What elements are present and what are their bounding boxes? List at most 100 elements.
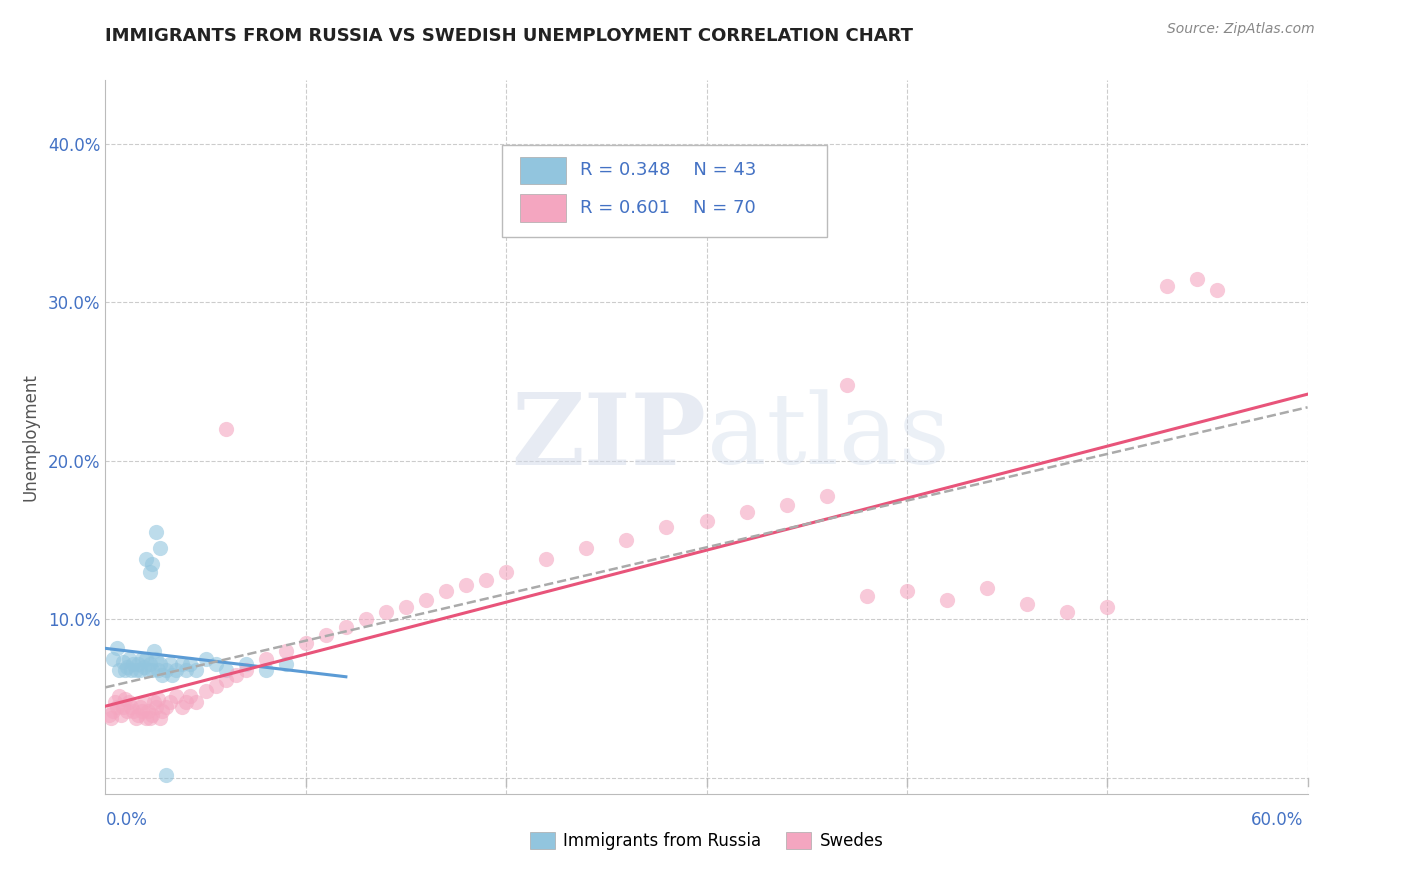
Point xyxy=(104,695,127,709)
Point xyxy=(616,533,638,548)
Text: atlas: atlas xyxy=(707,389,949,485)
Point xyxy=(214,663,236,677)
Point xyxy=(735,505,758,519)
Point xyxy=(235,657,257,671)
Point xyxy=(142,644,165,658)
Point xyxy=(114,691,136,706)
Point xyxy=(335,620,357,634)
Point xyxy=(235,663,257,677)
Point xyxy=(138,657,160,671)
Point xyxy=(184,663,207,677)
Point xyxy=(127,657,149,671)
Point xyxy=(136,705,159,719)
Point xyxy=(1156,279,1178,293)
Point xyxy=(103,705,125,719)
Point xyxy=(575,541,598,555)
Point xyxy=(835,377,858,392)
Point xyxy=(138,711,160,725)
Point xyxy=(118,695,141,709)
Point xyxy=(160,668,183,682)
Point xyxy=(315,628,337,642)
Point xyxy=(124,663,146,677)
Point xyxy=(128,663,150,677)
Text: ZIP: ZIP xyxy=(512,389,707,485)
Text: IMMIGRANTS FROM RUSSIA VS SWEDISH UNEMPLOYMENT CORRELATION CHART: IMMIGRANTS FROM RUSSIA VS SWEDISH UNEMPL… xyxy=(105,27,914,45)
Point xyxy=(536,552,558,566)
Point xyxy=(475,573,498,587)
Point xyxy=(145,699,167,714)
Bar xyxy=(520,157,565,184)
Point xyxy=(122,657,145,671)
Point xyxy=(976,581,998,595)
Point xyxy=(815,489,838,503)
Point xyxy=(274,657,297,671)
Point xyxy=(141,707,163,722)
Bar xyxy=(502,145,827,237)
Point xyxy=(165,663,187,677)
Bar xyxy=(520,194,565,221)
Point xyxy=(127,707,149,722)
Point xyxy=(1056,605,1078,619)
Point xyxy=(142,695,165,709)
Point xyxy=(184,695,207,709)
Point xyxy=(150,668,173,682)
Text: 60.0%: 60.0% xyxy=(1251,811,1303,829)
Point xyxy=(117,705,139,719)
Point xyxy=(117,660,139,674)
Point xyxy=(131,705,153,719)
Point xyxy=(204,657,226,671)
Point xyxy=(118,652,141,666)
Point xyxy=(174,663,197,677)
Point xyxy=(141,557,163,571)
Point xyxy=(855,589,877,603)
Point xyxy=(141,663,163,677)
Point xyxy=(415,593,437,607)
Point xyxy=(274,644,297,658)
Point xyxy=(135,552,157,566)
Point xyxy=(155,663,177,677)
Text: Source: ZipAtlas.com: Source: ZipAtlas.com xyxy=(1167,22,1315,37)
Point xyxy=(159,695,181,709)
Point xyxy=(110,707,132,722)
Point xyxy=(107,699,129,714)
Point xyxy=(121,663,143,677)
Point xyxy=(170,699,193,714)
Point xyxy=(132,695,155,709)
Point xyxy=(214,422,236,436)
Point xyxy=(155,699,177,714)
Point xyxy=(204,679,226,693)
Point xyxy=(128,699,150,714)
Point xyxy=(395,599,418,614)
Point xyxy=(194,652,217,666)
Point xyxy=(495,565,517,579)
Point xyxy=(696,514,718,528)
Text: R = 0.601    N = 70: R = 0.601 N = 70 xyxy=(581,199,756,217)
Point xyxy=(148,657,170,671)
Point xyxy=(100,711,122,725)
Point xyxy=(179,657,201,671)
Point xyxy=(155,768,177,782)
Y-axis label: Unemployment: Unemployment xyxy=(21,373,39,501)
Point xyxy=(108,663,131,677)
Point xyxy=(254,652,277,666)
Point xyxy=(225,668,247,682)
Text: 0.0%: 0.0% xyxy=(105,811,148,829)
Point xyxy=(136,663,159,677)
Point xyxy=(138,565,160,579)
Point xyxy=(159,657,181,671)
Point xyxy=(1097,599,1119,614)
Point xyxy=(114,663,136,677)
Point xyxy=(122,705,145,719)
Point xyxy=(146,663,169,677)
Point xyxy=(107,640,129,655)
Point xyxy=(148,541,170,555)
Point xyxy=(146,691,169,706)
Point xyxy=(170,657,193,671)
Point xyxy=(112,655,135,669)
Point xyxy=(655,520,678,534)
Point xyxy=(936,593,959,607)
Point xyxy=(434,583,457,598)
Point xyxy=(108,689,131,703)
Point xyxy=(131,652,153,666)
Point xyxy=(121,699,143,714)
